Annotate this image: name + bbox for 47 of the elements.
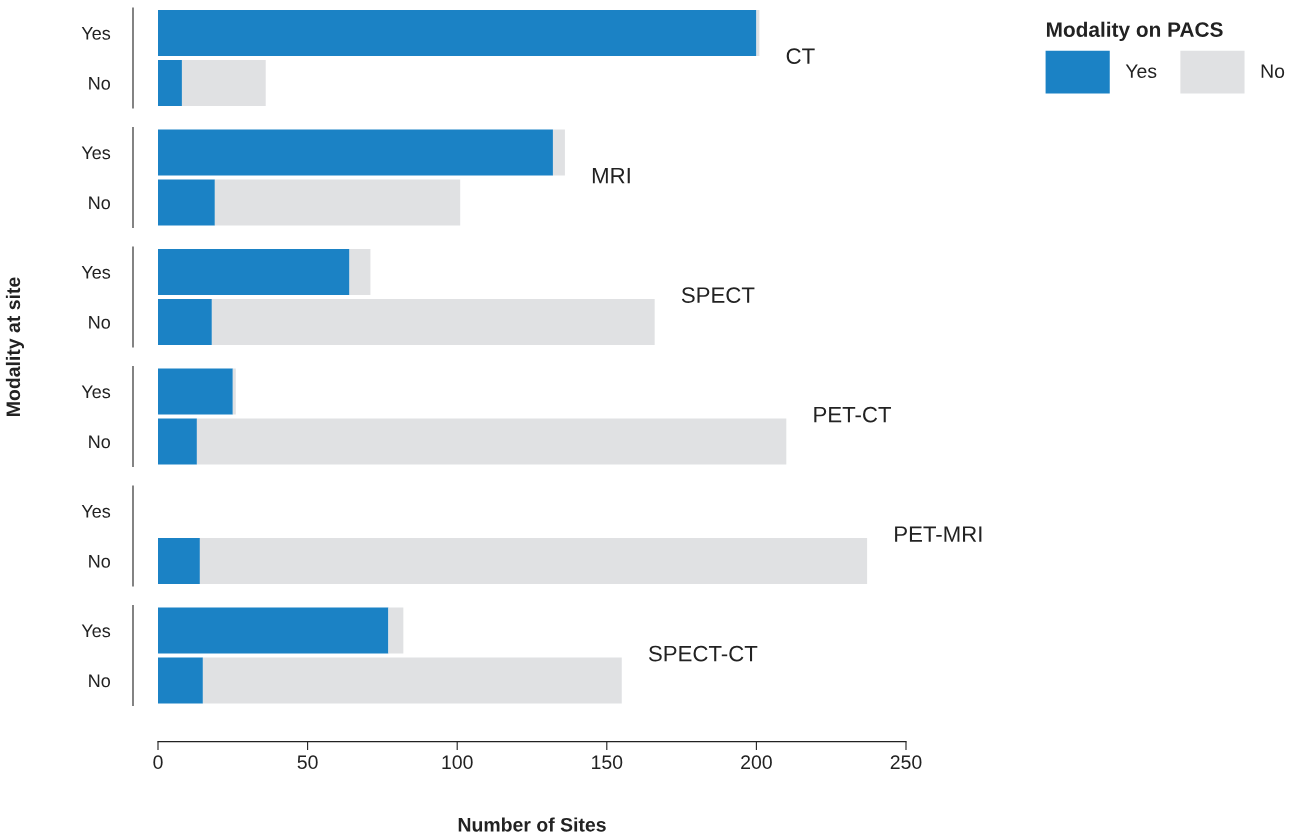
y-tick-label: Yes — [81, 266, 111, 279]
y-tick-label: No — [89, 316, 111, 329]
bar — [158, 129, 553, 176]
bar — [158, 607, 389, 654]
bar — [158, 60, 182, 106]
bar — [552, 129, 565, 176]
bar — [211, 299, 655, 345]
bar — [756, 10, 760, 56]
bar — [158, 249, 350, 295]
y-tick-label: No — [89, 555, 111, 568]
x-tick-label: 150 — [592, 755, 623, 770]
y-tick-label: No — [89, 435, 111, 449]
bar — [232, 368, 236, 415]
y-axis-title: Modality at site — [5, 277, 24, 416]
y-tick-label: No — [89, 77, 111, 90]
bar — [388, 607, 404, 654]
x-tick-label: 250 — [890, 755, 922, 770]
bar — [158, 418, 197, 465]
x-tick-label: 0 — [153, 755, 163, 770]
annotation: MRI — [592, 167, 630, 184]
annotation: SPECT-CT — [648, 645, 758, 662]
legend-label: No — [1261, 64, 1285, 79]
x-tick-label: 200 — [741, 755, 772, 770]
annotation: PET-MRI — [895, 526, 982, 542]
bar — [214, 179, 461, 226]
y-tick-label: Yes — [81, 505, 111, 518]
bar — [349, 249, 371, 295]
bar — [202, 657, 622, 704]
bar — [181, 60, 266, 106]
annotation: SPECT — [681, 287, 755, 303]
y-tick-label: Yes — [81, 624, 111, 638]
legend-title: Modality on PACS — [1046, 21, 1223, 42]
legend-label: Yes — [1125, 64, 1157, 79]
annotation: PET-CT — [814, 406, 892, 423]
y-tick-label: Yes — [81, 27, 111, 40]
x-tick-label: 50 — [297, 755, 318, 770]
bar — [158, 368, 233, 415]
x-axis-title: Number of Sites — [458, 817, 606, 832]
y-tick-label: No — [89, 674, 111, 688]
y-tick-label: No — [89, 196, 111, 210]
annotation: CT — [786, 48, 815, 64]
y-tick-label: Yes — [81, 385, 111, 399]
y-tick-label: Yes — [81, 146, 111, 160]
x-tick-label: 100 — [442, 755, 473, 770]
bar — [158, 657, 203, 704]
bar — [158, 299, 212, 345]
bar — [158, 179, 215, 226]
